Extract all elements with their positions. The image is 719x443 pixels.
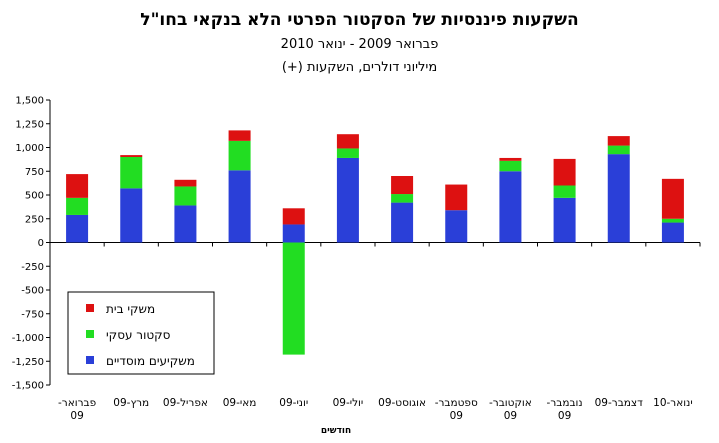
- axes: [46, 99, 701, 386]
- bar-segment: [553, 158, 576, 186]
- legend-label: משקיעים מוסדיים: [106, 354, 195, 368]
- bar-segment: [391, 194, 414, 203]
- y-tick-label: -750: [21, 309, 44, 320]
- bar-segment: [499, 157, 522, 161]
- y-tick-label: 1,500: [15, 96, 44, 107]
- bars: [66, 130, 684, 355]
- x-tick-label: יולי-09: [333, 397, 364, 409]
- bar-segment: [336, 157, 359, 243]
- bar-segment: [553, 197, 576, 243]
- bar-segment: [282, 242, 305, 355]
- x-axis-label: חודשים: [321, 426, 351, 436]
- bar-segment: [553, 185, 576, 198]
- x-tick-label: דצמבר-09: [595, 397, 644, 409]
- bar-segment: [174, 179, 197, 187]
- bar-segment: [282, 208, 305, 225]
- bar-segment: [228, 170, 251, 243]
- x-tick-label: יוני-09: [279, 397, 308, 409]
- y-tick-label: -250: [21, 262, 44, 273]
- y-tick-label: 1,250: [15, 119, 44, 130]
- bar-segment: [120, 157, 143, 189]
- bar-segment: [661, 178, 684, 219]
- x-tick-label: מאי-09: [223, 397, 257, 409]
- y-tick-label: 250: [25, 214, 44, 225]
- bar-segment: [661, 222, 684, 243]
- y-tick-label: -1,250: [12, 357, 44, 368]
- bar-segment: [282, 224, 305, 243]
- bar-segment: [607, 154, 630, 243]
- bar-segment: [174, 205, 197, 243]
- bar-segment: [120, 155, 143, 157]
- bar-segment: [336, 148, 359, 158]
- bar-segment: [66, 174, 89, 198]
- y-tick-label: 500: [25, 191, 44, 202]
- y-tick-label: 0: [38, 238, 44, 249]
- tick-labels: 1,500 1,250 1,000 750 500 250 0 -250 -500 -750 -1,…: [12, 96, 693, 423]
- bar-segment: [445, 184, 468, 211]
- chart-subtitle: פברואר 2009 - ינואר 2010: [280, 37, 439, 52]
- x-tick-label: אוגוסט-09: [378, 397, 426, 409]
- y-tick-label: -500: [21, 286, 44, 297]
- bar-segment: [228, 140, 251, 171]
- bar-segment: [66, 214, 89, 243]
- legend-label: סקטור עסקי: [106, 328, 171, 342]
- x-tick-label: אפריל-09: [163, 397, 208, 409]
- x-tick-label: נובמבר-: [547, 397, 583, 409]
- bar-segment: [174, 186, 197, 206]
- y-tick-label: 1,000: [15, 143, 44, 154]
- bar-segment: [336, 134, 359, 149]
- bar-segment: [499, 160, 522, 172]
- x-tick-label: פברואר-: [58, 397, 96, 409]
- chart-title: השקעות פיננסיות של הסקטור הפרטי הלא בנקא…: [140, 10, 579, 30]
- x-tick-label: מרץ-09: [113, 397, 149, 409]
- bar-segment: [607, 136, 630, 146]
- bar-segment: [661, 218, 684, 223]
- x-tick-label: ינואר-10: [653, 397, 693, 409]
- x-tick-label: אוקטובר-: [489, 397, 532, 409]
- legend-swatch: [86, 330, 94, 338]
- bar-segment: [120, 188, 143, 243]
- bar-segment: [607, 145, 630, 155]
- legend-label: משקי בית: [106, 302, 155, 316]
- bar-segment: [391, 202, 414, 243]
- bar-segment: [499, 171, 522, 243]
- x-tick-label: 09: [450, 410, 463, 422]
- bar-segment: [445, 210, 468, 243]
- x-tick-label: 09: [70, 410, 83, 422]
- legend-swatch: [86, 304, 94, 312]
- x-tick-label: 09: [504, 410, 517, 422]
- y-tick-label: -1,000: [12, 333, 44, 344]
- legend-swatch: [86, 356, 94, 364]
- chart-units: מיליוני דולרים, השקעות (+): [281, 60, 438, 75]
- legend: משקי בית סקטור עסקי משקיעים מוסדיים: [67, 291, 215, 375]
- y-tick-label: 750: [25, 167, 44, 178]
- x-tick-label: ספטמבר-: [435, 397, 478, 409]
- y-tick-label: -1,500: [12, 381, 44, 392]
- bar-segment: [391, 176, 414, 195]
- bar-segment: [228, 130, 251, 141]
- bar-segment: [66, 197, 89, 215]
- x-tick-label: 09: [558, 410, 571, 422]
